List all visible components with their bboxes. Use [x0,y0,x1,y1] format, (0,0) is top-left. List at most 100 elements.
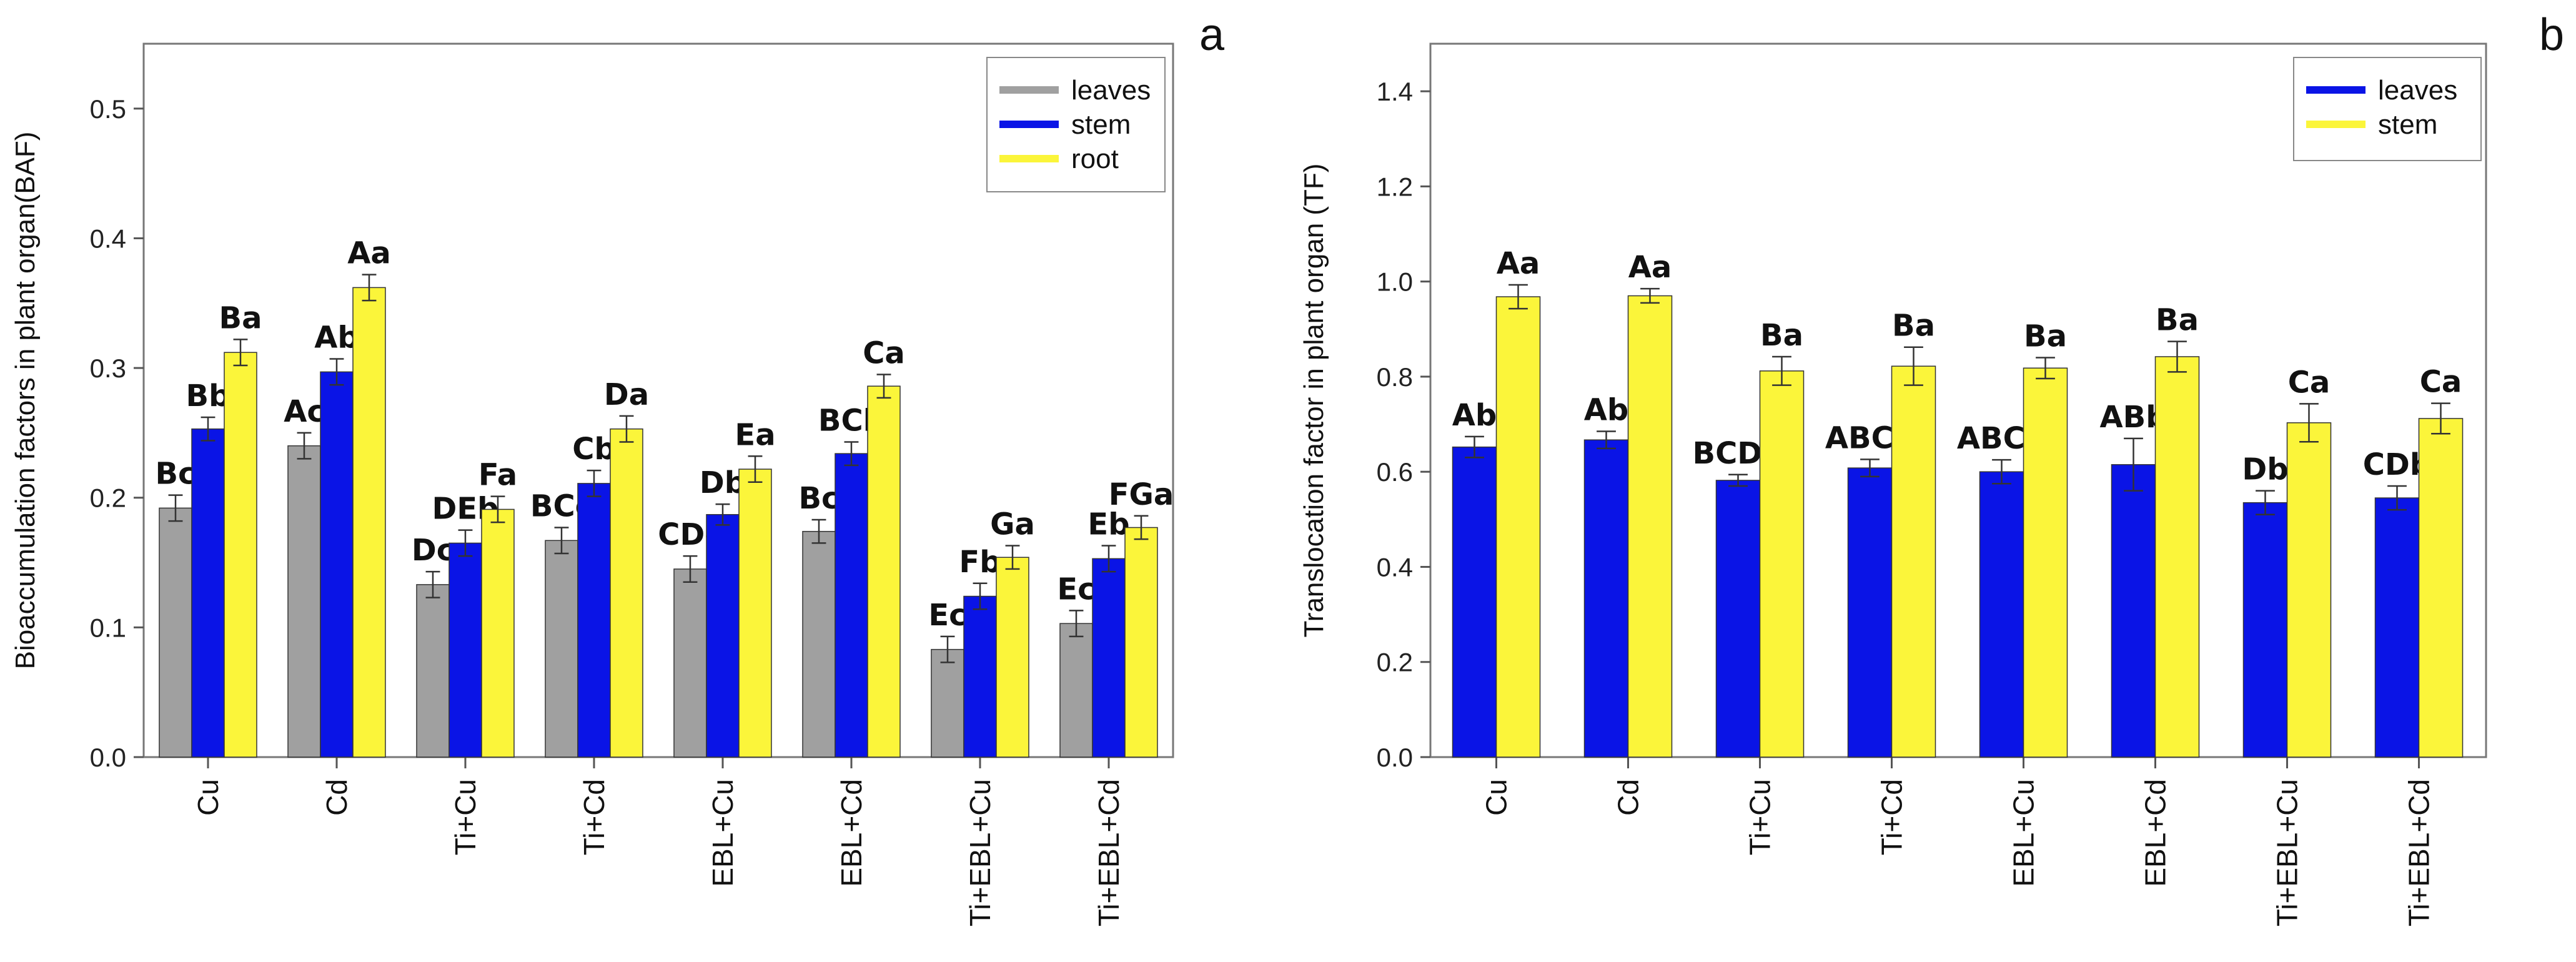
data-label: Bc [798,481,839,516]
bar-leaves [802,530,836,758]
x-tick-label: Ti+Cd [578,779,610,855]
bar-root [224,352,257,758]
data-label: Fb [959,545,1001,580]
data-label: Ac [284,394,325,429]
bar-stem [191,428,225,758]
y-tick-label: 0.0 [1377,743,1413,772]
bar-stem [1891,365,1936,758]
data-label: Ba [1892,309,1935,344]
y-tick-label: 1.2 [1377,172,1413,201]
bar-leaves [416,584,450,758]
x-tick-label: Ti+Cu [1744,779,1776,855]
panel-letter: a [1199,10,1225,60]
bar-stem [835,453,868,758]
y-axis-label: Translocation factor in plant organ (TF) [1299,164,1329,638]
data-label: Ca [2420,365,2462,400]
data-label: Dc [412,533,454,568]
bar-stem [963,595,997,758]
chart-panel-a: 0.0 0.1 0.2 0.3 0.4 0.5 Bioaccumulation factor… [10,10,1225,926]
y-tick-label: 0.8 [1377,362,1413,392]
data-label: Aa [347,236,391,271]
bar-leaves [287,445,321,758]
legend-box [2293,57,2482,161]
x-tick-label: Ti+EBL+Cd [2403,779,2435,926]
data-label: Fa [478,458,517,493]
x-tick-label: EBL+Cu [2008,779,2040,887]
data-label: Ec [928,598,966,633]
bar-leaves [1715,480,1761,758]
data-label: Ab [1452,398,1497,433]
legend-label: stem [2378,109,2437,140]
bar-stem [1092,558,1126,758]
data-label: Ba [1760,318,1803,353]
x-tick-label: Ti+EBL+Cu [2271,779,2304,926]
data-label: Ca [863,335,905,370]
data-label: Ab [314,320,359,355]
y-tick-label: 0.6 [1377,457,1413,487]
legend-label: root [1071,144,1119,174]
bar-leaves [1059,623,1093,758]
data-label: Ea [735,417,775,452]
panel-letter: b [2539,10,2564,60]
bar-stem [448,542,482,758]
y-axis-label: Bioaccumulation factors in plant organ(B… [10,132,41,670]
bar-leaves [931,648,964,758]
bar-root [481,508,515,758]
bar-leaves [1452,446,1497,758]
data-label: FGa [1109,477,1174,512]
bar-leaves [673,568,707,758]
data-label: Aa [1628,250,1672,285]
bar-stem [1495,296,1541,758]
data-label: Cb [572,432,616,467]
bar-stem [2418,418,2464,758]
x-tick-label: EBL+Cd [835,779,868,887]
y-tick-label: 0.2 [90,483,126,513]
y-tick-label: 0.4 [1377,552,1413,582]
y-tick-label: 0.1 [90,613,126,642]
bar-stem [1759,370,1805,758]
y-tick-label: 0.3 [90,354,126,383]
bar-leaves [1847,467,1893,758]
x-tick-label: Ti+EBL+Cd [1092,779,1125,926]
data-label: Aa [1497,246,1540,281]
bar-stem [706,513,740,758]
y-tick-label: 0.4 [90,224,126,253]
data-label: Ba [2156,303,2199,338]
data-label: Bb [186,379,230,414]
bar-root [738,469,772,758]
chart-panel-b: 0.0 0.2 0.4 0.6 0.8 1.0 1.2 1.4 Translocation fa… [1299,10,2564,926]
x-tick-label: EBL+Cd [2139,779,2172,887]
bar-leaves [1583,439,1629,758]
bar-leaves [2111,464,2156,758]
bar-stem [2286,422,2332,758]
bar-leaves [1979,471,2024,758]
data-label: Eb [1087,507,1129,542]
x-tick-label: Cu [1480,779,1513,816]
x-tick-label: Ti+Cu [449,779,482,855]
bar-stem [1627,295,1673,758]
data-label: Db [2242,452,2288,487]
data-label: Ec [1057,572,1095,607]
bar-root [867,385,901,758]
data-label: Ca [2288,365,2331,400]
y-tick-label: 0.5 [90,94,126,124]
y-tick-label: 1.4 [1377,77,1413,106]
plot-frame [142,42,1174,758]
bar-leaves [545,540,578,758]
data-label: Ab [1584,392,1629,427]
bar-root [610,428,643,758]
bar-stem [577,483,611,758]
data-label: Ba [2024,319,2067,354]
bar-leaves [2374,497,2420,758]
bar-root [996,557,1029,758]
x-tick-label: Cu [192,779,224,816]
legend-label: stem [1071,109,1131,140]
bar-root [352,287,386,758]
data-label: Bc [155,457,196,492]
bar-stem [2023,367,2068,758]
x-tick-label: EBL+Cu [706,779,739,887]
